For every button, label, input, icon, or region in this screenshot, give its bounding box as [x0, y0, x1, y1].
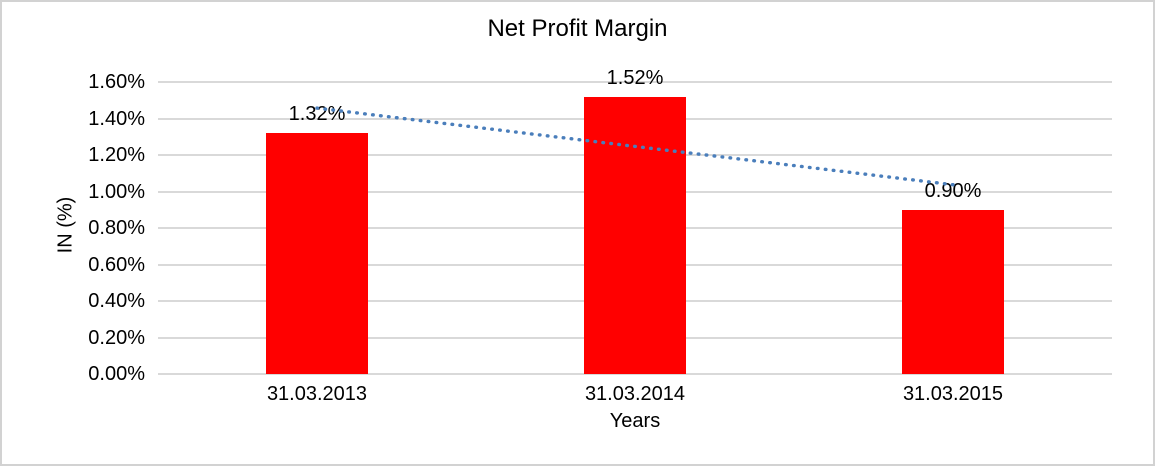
bar — [266, 133, 368, 374]
y-tick-label: 0.60% — [88, 253, 145, 276]
bar-data-label: 0.90% — [924, 179, 982, 202]
y-tick-label: 0.40% — [88, 290, 145, 312]
y-tick-label: 0.80% — [88, 217, 145, 239]
y-tick-label: 1.40% — [88, 107, 145, 130]
x-axis-title: Years — [609, 410, 661, 432]
gridline — [158, 81, 1112, 83]
y-tick-label: 0.00% — [88, 363, 145, 385]
bar-data-label: 1.32% — [288, 103, 346, 126]
x-tick-label: 31.03.2015 — [902, 383, 1004, 405]
plot-area: 1.32% 1.52% 0.90% — [158, 67, 1112, 375]
x-tick-label: 31.03.2013 — [266, 383, 368, 405]
bar-data-label: 1.52% — [606, 66, 664, 89]
y-tick-label: 0.20% — [88, 326, 145, 349]
bar — [902, 209, 1004, 374]
trendline — [315, 106, 955, 187]
x-axis-line — [158, 373, 1112, 375]
y-tick-label: 1.20% — [88, 144, 145, 166]
y-tick-label: 1.60% — [88, 71, 145, 93]
x-tick-label: 31.03.2014 — [584, 383, 686, 405]
y-tick-label: 1.00% — [88, 180, 145, 203]
chart-title: Net Profit Margin — [487, 15, 668, 42]
bar — [584, 96, 686, 374]
